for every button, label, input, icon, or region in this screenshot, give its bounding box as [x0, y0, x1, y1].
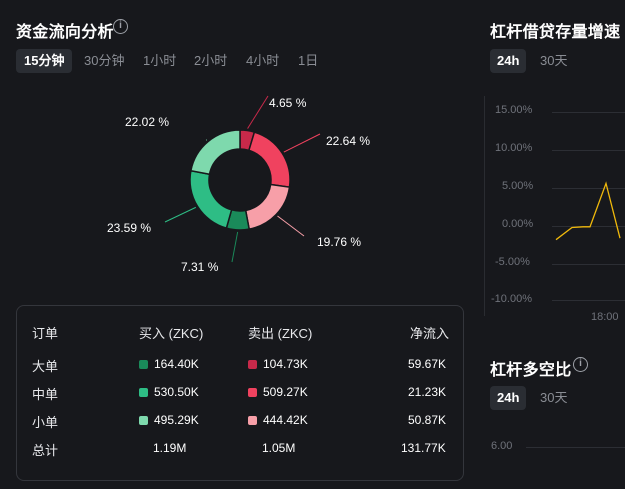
tab-2hour[interactable]: 2小时	[194, 53, 228, 68]
y-tick-10: 10.00%	[495, 142, 533, 154]
info-icon[interactable]: i	[573, 357, 588, 372]
gridline	[552, 150, 625, 151]
gridline	[552, 188, 625, 189]
small-buy-value: 495.29K	[154, 413, 199, 427]
tab-30d[interactable]: 30天	[540, 390, 568, 405]
slice-label-small-buy: 22.02 %	[125, 115, 170, 129]
slice-label-large-sell: 4.65 %	[269, 96, 307, 110]
tab-30d[interactable]: 30天	[540, 53, 568, 68]
table-row-medium-buy: 530.50K	[139, 385, 199, 399]
table-row-small-name: 小单	[32, 415, 59, 430]
slice-small-buy[interactable]	[189, 129, 241, 176]
table-row-large-name: 大单	[32, 359, 59, 374]
table-row-large-net: 59.67K	[408, 357, 447, 371]
tab-4hour[interactable]: 4小时	[246, 53, 280, 68]
chart-divider	[484, 96, 485, 316]
leader-line	[277, 215, 305, 237]
large-buy-swatch	[139, 360, 148, 369]
table-row-large-sell: 104.73K	[248, 357, 308, 371]
small-buy-swatch	[139, 416, 148, 425]
table-row-large-buy: 164.40K	[139, 357, 199, 371]
table-row-small-buy: 495.29K	[139, 413, 199, 427]
info-icon[interactable]: i	[113, 19, 128, 34]
large-buy-value: 164.40K	[154, 357, 199, 371]
borrow-growth-line-chart	[555, 181, 621, 241]
gridline	[526, 447, 625, 448]
slice-label-large-buy: 7.31 %	[181, 260, 219, 274]
y-tick-0: 0.00%	[502, 218, 534, 230]
gridline	[552, 112, 625, 113]
y-tick-neg10: -10.00%	[491, 293, 532, 305]
table-header-sell: 卖出 (ZKC)	[248, 326, 313, 341]
money-flow-title: 资金流向分析	[16, 24, 114, 41]
table-row-medium-name: 中单	[32, 387, 59, 402]
tab-1day[interactable]: 1日	[298, 53, 319, 68]
y-tick-5: 5.00%	[502, 180, 534, 192]
slice-label-medium-sell: 22.64 %	[326, 134, 371, 148]
table-row-small-sell: 444.42K	[248, 413, 308, 427]
leader-line	[247, 95, 269, 129]
tab-15min[interactable]: 15分钟	[16, 49, 73, 73]
table-row-total-sell: 1.05M	[262, 441, 296, 455]
slice-label-medium-buy: 23.59 %	[107, 221, 152, 235]
table-header-buy: 买入 (ZKC)	[139, 326, 204, 341]
medium-buy-swatch	[139, 388, 148, 397]
table-row-medium-sell: 509.27K	[248, 385, 308, 399]
money-flow-donut-chart	[164, 95, 321, 263]
medium-sell-swatch	[248, 388, 257, 397]
leverage-long-short-title: 杠杆多空比	[490, 362, 572, 379]
leader-line	[231, 231, 239, 263]
x-tick-1800: 18:00	[591, 311, 619, 323]
medium-buy-value: 530.50K	[154, 385, 199, 399]
tab-1hour[interactable]: 1小时	[143, 53, 177, 68]
y-tick-neg5: -5.00%	[495, 256, 530, 268]
medium-sell-value: 509.27K	[263, 385, 308, 399]
table-row-total-net: 131.77K	[401, 441, 446, 455]
table-header-net: 净流入	[410, 326, 450, 341]
table-header-order: 订单	[32, 326, 59, 341]
small-sell-swatch	[248, 416, 257, 425]
table-row-total-buy: 1.19M	[153, 441, 187, 455]
tab-24h[interactable]: 24h	[490, 49, 527, 73]
order-flow-table	[16, 305, 464, 481]
leader-line	[283, 133, 321, 153]
large-sell-swatch	[248, 360, 257, 369]
tab-24h[interactable]: 24h	[490, 386, 527, 410]
large-sell-value: 104.73K	[263, 357, 308, 371]
small-sell-value: 444.42K	[263, 413, 308, 427]
y-tick-6: 6.00	[491, 440, 513, 452]
table-row-medium-net: 21.23K	[408, 385, 447, 399]
gridline	[552, 300, 625, 301]
tab-30min[interactable]: 30分钟	[84, 53, 125, 68]
table-row-small-net: 50.87K	[408, 413, 447, 427]
slice-label-small-sell: 19.76 %	[317, 235, 362, 249]
y-tick-15: 15.00%	[495, 104, 533, 116]
leader-line	[164, 206, 197, 223]
borrow-growth-line	[555, 181, 621, 241]
gridline	[552, 264, 625, 265]
leverage-borrow-growth-title: 杠杆借贷存量增速	[490, 24, 621, 41]
table-row-total-name: 总计	[32, 443, 59, 458]
